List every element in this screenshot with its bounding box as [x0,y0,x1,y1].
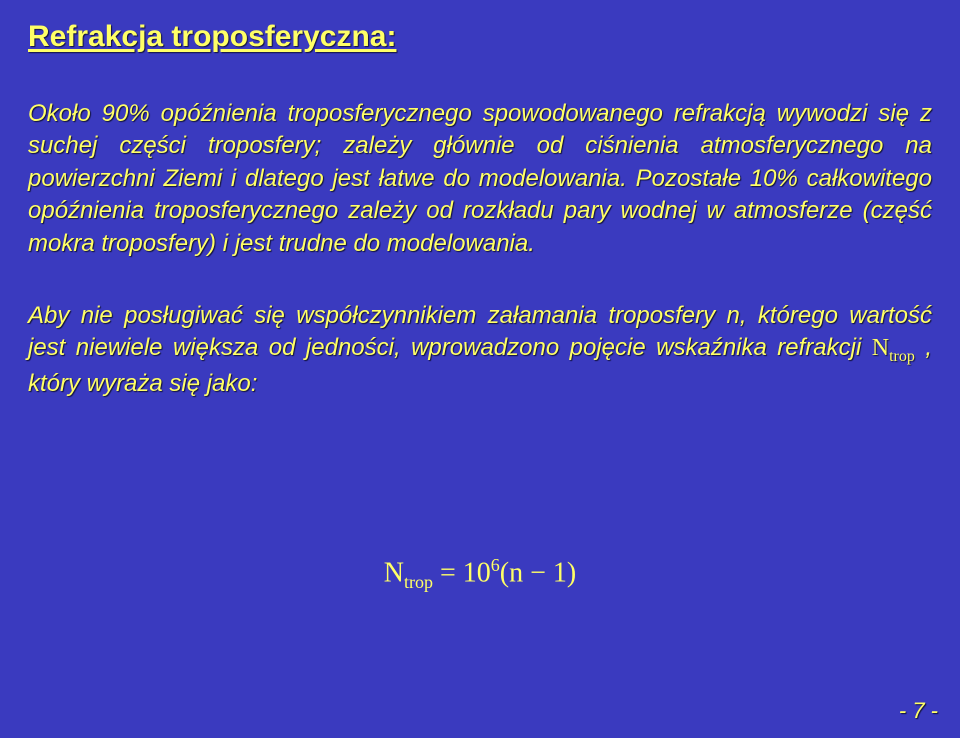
formula-n: n [509,557,523,588]
inline-ntrop: Ntrop [872,335,915,361]
page-number: - 7 - [899,698,938,724]
formula-base: 10 [463,557,491,588]
slide-title: Refrakcja troposferyczna: [28,20,932,54]
formula-lhs-sub: trop [404,572,433,592]
inline-N-sub: trop [889,348,915,365]
para2-n-italic: n [727,302,740,329]
inline-N: N [872,335,889,361]
paragraph-2: Aby nie posługiwać się współczynnikiem z… [28,300,932,400]
slide: Refrakcja troposferyczna: Około 90% opóź… [0,0,960,738]
paragraph-1: Około 90% opóźnienia troposferycznego sp… [28,98,932,260]
formula-open: ( [500,557,509,588]
formula-close: ) [567,557,576,588]
formula-eq: = [433,557,463,588]
formula-exp: 6 [491,555,500,575]
formula: Ntrop = 106(n − 1) [384,555,576,593]
formula-one: 1 [553,557,567,588]
formula-lhs-N: N [384,557,404,588]
formula-minus: − [523,557,553,588]
para2-lead: Aby nie posługiwać się współczynnikiem z… [28,302,727,329]
formula-row: Ntrop = 106(n − 1) [0,555,960,593]
